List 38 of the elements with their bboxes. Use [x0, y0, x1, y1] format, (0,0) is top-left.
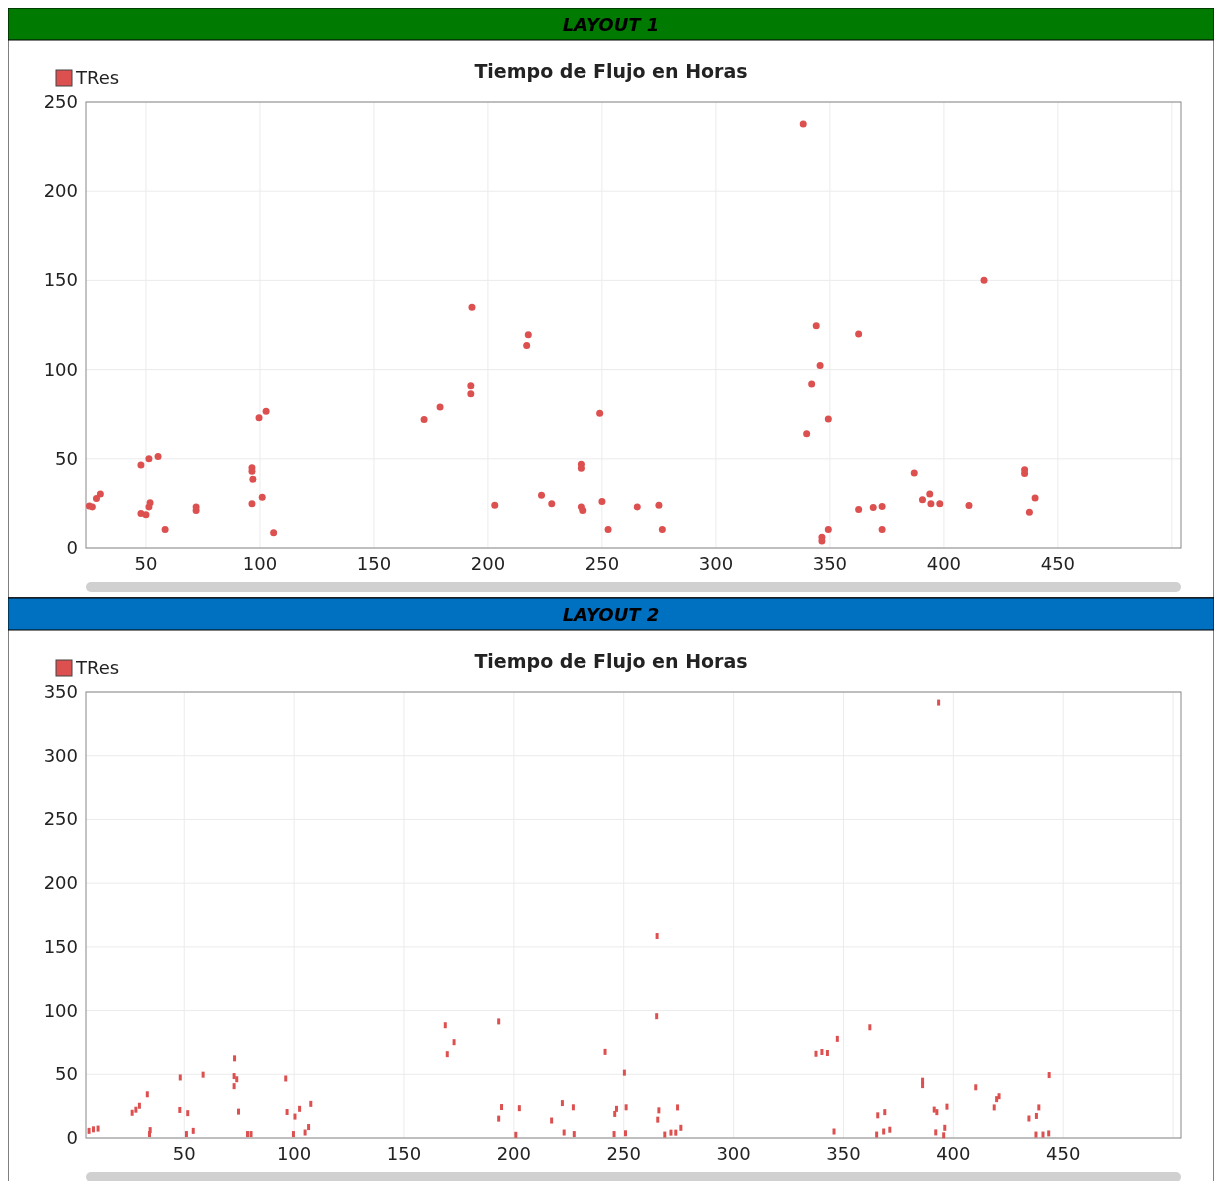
chart-subtitle: LAYOUT 1: [562, 14, 660, 35]
chart-title: Tiempo de Flujo en Horas: [474, 650, 748, 672]
y-tick-label: 50: [55, 1063, 78, 1085]
y-tick-label: 350: [43, 681, 78, 702]
x-tick-label: 400: [936, 1143, 971, 1164]
y-tick-label: 250: [43, 91, 78, 112]
legend-label: TRes: [75, 67, 120, 88]
x-tick-label: 300: [716, 1143, 751, 1164]
x-tick-label: 100: [276, 1143, 312, 1164]
y-tick-label: 100: [43, 358, 78, 380]
x-tick-label: 50: [172, 1143, 196, 1164]
y-tick-label: 100: [43, 999, 78, 1021]
x-tick-label: 250: [584, 553, 620, 574]
x-tick-label: 350: [826, 1143, 861, 1164]
x-tick-label: 300: [698, 553, 734, 574]
y-tick-label: 200: [43, 180, 78, 202]
y-tick-label: 150: [43, 935, 78, 957]
y-tick-label: 300: [43, 744, 78, 766]
x-tick-label: 200: [470, 553, 506, 574]
y-tick-label: 250: [43, 808, 78, 830]
x-tick-label: 150: [386, 1143, 422, 1164]
x-tick-label: 350: [812, 553, 848, 574]
x-tick-label: 450: [1046, 1143, 1081, 1164]
legend-label: TRes: [75, 657, 120, 678]
x-tick-label: 150: [356, 553, 392, 574]
chart-subtitle: LAYOUT 2: [562, 604, 660, 625]
chart-title: Tiempo de Flujo en Horas: [474, 60, 748, 82]
y-tick-label: 200: [43, 872, 78, 894]
x-tick-label: 50: [134, 553, 158, 574]
y-tick-label: 50: [55, 447, 78, 469]
x-tick-label: 200: [496, 1143, 532, 1164]
x-tick-label: 400: [926, 553, 962, 574]
y-tick-label: 0: [66, 1127, 78, 1148]
x-tick-label: 450: [1040, 553, 1076, 574]
y-tick-label: 0: [66, 537, 78, 558]
x-tick-label: 250: [606, 1143, 641, 1164]
y-tick-label: 150: [43, 269, 78, 291]
x-tick-label: 100: [242, 553, 278, 574]
